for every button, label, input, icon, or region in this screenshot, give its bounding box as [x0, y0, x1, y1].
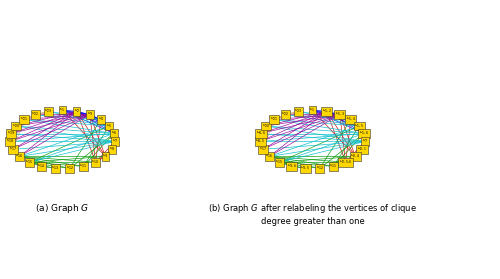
Text: $v_4$: $v_4$	[98, 116, 104, 123]
Text: $v_9$: $v_9$	[102, 153, 108, 160]
Text: $v_7$: $v_7$	[112, 138, 118, 145]
Text: $v_{20}$: $v_{20}$	[262, 122, 270, 130]
Text: $u_{4,5}$: $u_{4,5}$	[255, 138, 265, 145]
Text: $v_{12}$: $v_{12}$	[66, 165, 74, 172]
Text: $v_{21}$: $v_{21}$	[270, 116, 278, 123]
Text: $v_{10}$: $v_{10}$	[92, 158, 100, 166]
Text: $u_{4,6}$: $u_{4,6}$	[256, 130, 266, 137]
Text: $v_{18}$: $v_{18}$	[6, 138, 14, 145]
Text: $u_{1,2}$: $u_{1,2}$	[322, 108, 332, 115]
Text: $u_{1,6}$: $u_{1,6}$	[359, 130, 369, 137]
Text: $v_{17}$: $v_{17}$	[9, 146, 17, 153]
Text: $u_{3,6}$: $u_{3,6}$	[286, 163, 296, 170]
Text: $v_{14}$: $v_{14}$	[38, 163, 46, 170]
Text: $v_2$: $v_2$	[74, 108, 80, 115]
Text: (b) Graph $G$ after relabeling the vertices of clique
degree greater than one: (b) Graph $G$ after relabeling the verti…	[208, 202, 417, 226]
Text: $u_{2,1}$: $u_{2,1}$	[357, 146, 367, 153]
Text: $v_{16}$: $v_{16}$	[266, 153, 274, 160]
Text: $v_5$: $v_5$	[106, 122, 112, 130]
Text: $v_3$: $v_3$	[86, 111, 93, 118]
Text: $v_8$: $v_8$	[109, 146, 115, 153]
Text: $u_{2,5,6}$: $u_{2,5,6}$	[339, 158, 352, 166]
Text: $u_{3,5}$: $u_{3,5}$	[300, 165, 310, 172]
Text: $v_{16}$: $v_{16}$	[16, 153, 24, 160]
Text: $v_{23}$: $v_{23}$	[44, 108, 52, 115]
Text: $v_{21}$: $v_{21}$	[20, 116, 28, 123]
Text: $v_{12}$: $v_{12}$	[316, 165, 324, 172]
Text: $v_{15}$: $v_{15}$	[25, 158, 34, 166]
Text: $v_{11}$: $v_{11}$	[80, 163, 88, 170]
Text: $u_{2,4}$: $u_{2,4}$	[350, 153, 360, 160]
Text: $v_{22}$: $v_{22}$	[281, 111, 289, 118]
Text: $u_{1,3}$: $u_{1,3}$	[335, 111, 345, 118]
Text: $u_{1,5}$: $u_{1,5}$	[354, 122, 364, 130]
Text: $v_{19}$: $v_{19}$	[7, 130, 16, 137]
Text: $v_{17}$: $v_{17}$	[259, 146, 267, 153]
Text: $v_1$: $v_1$	[310, 107, 316, 114]
Text: $v_{15}$: $v_{15}$	[275, 158, 283, 166]
Text: $v_{11}$: $v_{11}$	[330, 163, 338, 170]
Text: (a) Graph $G$: (a) Graph $G$	[36, 202, 90, 215]
Text: $v_{22}$: $v_{22}$	[31, 111, 40, 118]
Text: $v_7$: $v_7$	[362, 138, 368, 145]
Text: $v_{20}$: $v_{20}$	[12, 122, 20, 130]
Text: $u_{1,4}$: $u_{1,4}$	[346, 116, 356, 123]
Text: $v_1$: $v_1$	[60, 107, 66, 114]
Text: $v_6$: $v_6$	[110, 130, 117, 137]
Text: $v_{23}$: $v_{23}$	[294, 108, 302, 115]
Text: $v_{13}$: $v_{13}$	[51, 165, 60, 172]
